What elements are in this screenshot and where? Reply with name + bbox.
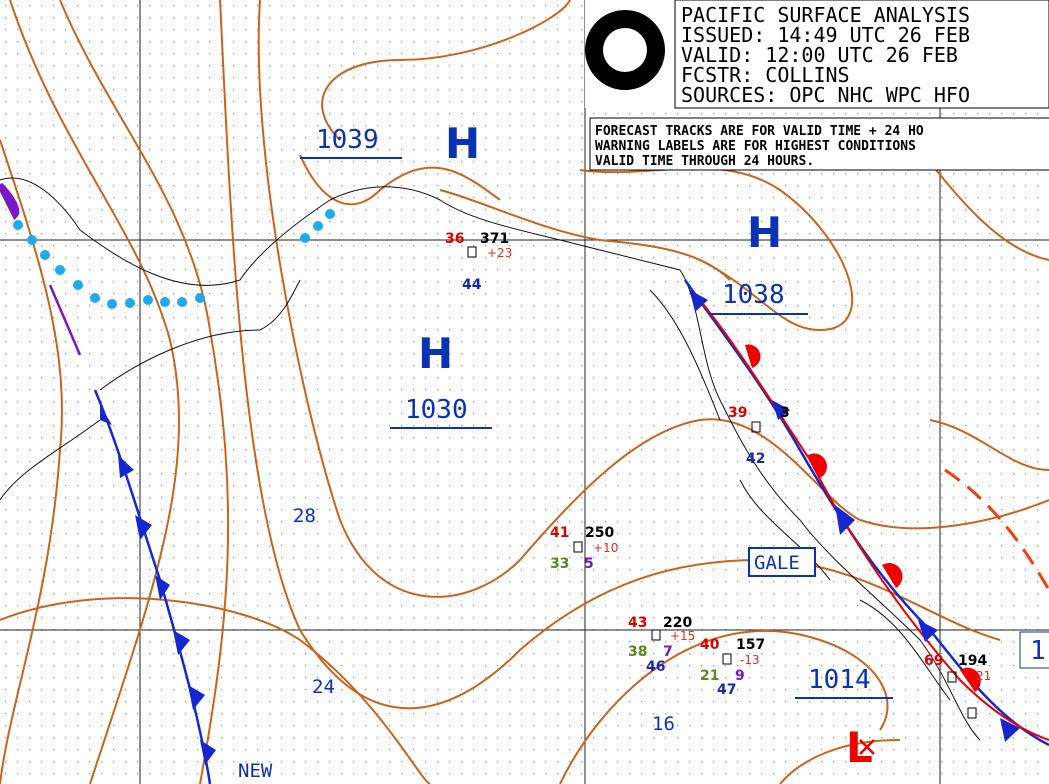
coastline [0, 177, 981, 741]
weather: 5 [584, 556, 594, 572]
tendency: 21 [976, 669, 991, 683]
trough-line [48, 284, 82, 356]
cold-front-west [93, 389, 216, 784]
occluded-front [0, 182, 20, 221]
low-center-mark [859, 739, 875, 755]
station-marker [573, 541, 583, 553]
pressure: 157 [736, 637, 765, 653]
pressure: 250 [585, 525, 614, 541]
tendency: -13 [740, 653, 760, 667]
station-marker [722, 653, 732, 665]
high-symbol: H [418, 329, 453, 378]
isobar-label-box [1019, 631, 1049, 669]
temperature: 36 [445, 231, 464, 247]
high-symbol: H [445, 119, 480, 168]
header-issued: ISSUED: 14:49 UTC 26 FEB [681, 23, 970, 47]
temperature: 43 [628, 615, 647, 631]
pressure-value: 1030 [405, 395, 468, 425]
high-symbol: H [747, 208, 782, 257]
station-marker [751, 421, 761, 433]
dewpoint: 33 [550, 556, 569, 572]
note-line: WARNING LABELS ARE FOR HIGHEST CONDITION… [595, 139, 916, 154]
tendency: +10 [593, 541, 618, 555]
header-valid: VALID: 12:00 UTC 26 FEB [681, 43, 958, 67]
header-title: PACIFIC SURFACE ANALYSIS [681, 3, 970, 27]
station: 41 250 +10 33 5 [550, 525, 618, 572]
header-forecaster: FCSTR: COLLINS [681, 63, 850, 87]
noaa-logo-inner [603, 28, 647, 72]
tendency: +23 [487, 246, 512, 260]
station: 39 3 42 [728, 405, 790, 467]
isobar-label: 24 [312, 676, 335, 698]
visibility: 42 [746, 451, 765, 467]
station: 36 371 +23 44 [445, 231, 512, 293]
weather: 9 [735, 668, 745, 684]
station: 69 194 21 [924, 653, 991, 719]
pressure-value: 1014 [808, 665, 871, 695]
note-box [589, 117, 1049, 171]
temperature: 69 [924, 653, 943, 669]
station-marker [467, 246, 477, 258]
note-line: VALID TIME THROUGH 24 HOURS. [595, 154, 814, 169]
pressure-value: 1039 [316, 125, 379, 155]
cyan-dotted-boundary [13, 209, 335, 309]
dewpoint: 21 [700, 668, 719, 684]
visibility: 47 [717, 682, 736, 698]
pressure: 3 [780, 405, 790, 421]
weather: 7 [663, 644, 673, 660]
tendency: +15 [670, 629, 695, 643]
pressure: 194 [958, 653, 987, 669]
note-line: FORECAST TRACKS ARE FOR VALID TIME + 24 … [595, 124, 924, 139]
temperature: 39 [728, 405, 747, 421]
isobar-label: 28 [293, 505, 316, 527]
cold-front-east [683, 279, 1049, 747]
station-marker [947, 671, 957, 683]
station-marker [651, 629, 661, 641]
pressure: 371 [480, 231, 509, 247]
isobar-label: 1 [1030, 636, 1046, 666]
pressure-value: 1038 [722, 280, 785, 310]
new-label: NEW [238, 760, 273, 782]
isobar-label: 16 [652, 713, 675, 735]
temperature: 41 [550, 525, 569, 541]
gale-label: GALE [754, 552, 800, 574]
header-sources: SOURCES: OPC NHC WPC HFO [681, 83, 970, 107]
temperature: 40 [700, 637, 720, 653]
dewpoint: 38 [628, 644, 647, 660]
header-box [674, 0, 1049, 109]
station: 43 220 +15 38 7 46 [628, 615, 695, 675]
gale-box [748, 547, 816, 577]
station: 40 157 -13 21 9 47 [700, 637, 765, 698]
visibility: 44 [462, 277, 482, 293]
station-marker [967, 707, 977, 719]
pressure: 220 [663, 615, 692, 631]
visibility: 46 [646, 659, 665, 675]
